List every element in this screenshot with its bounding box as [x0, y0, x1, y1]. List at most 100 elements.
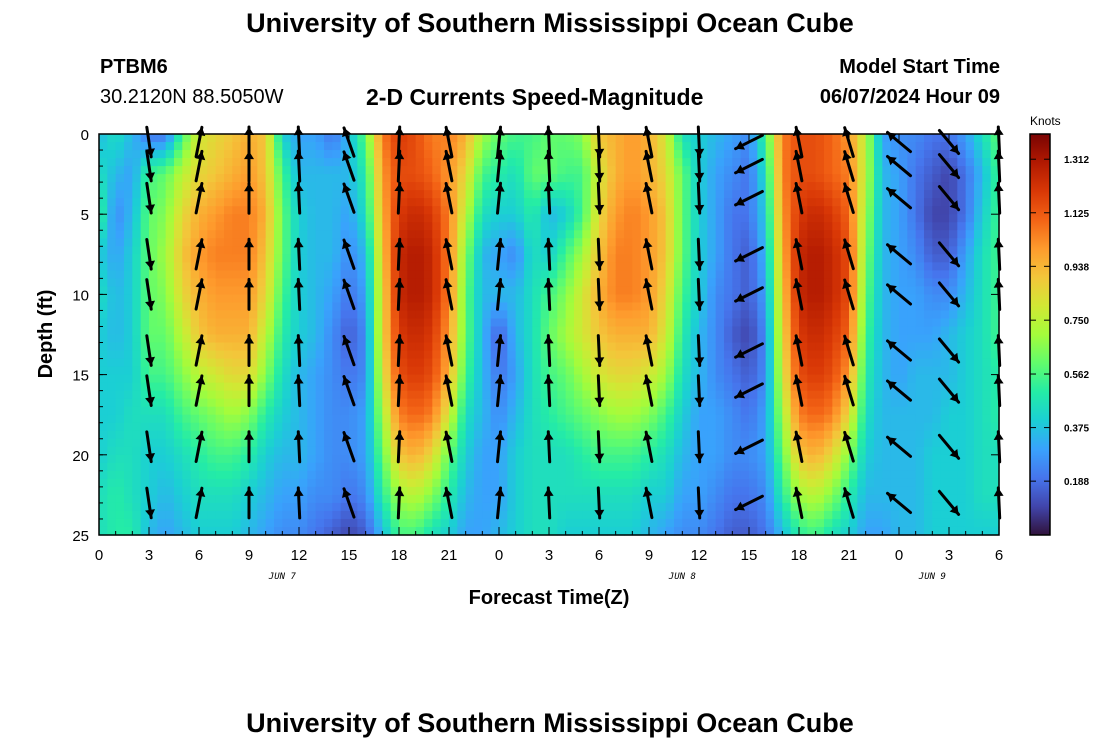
heatmap-cell [857, 414, 867, 424]
heatmap-cell [490, 502, 500, 512]
heatmap-cell [565, 262, 575, 271]
heatmap-cell [590, 214, 600, 223]
heatmap-cell [582, 398, 592, 408]
heatmap-cell [249, 294, 258, 304]
heatmap-cell [824, 174, 833, 183]
heatmap-cell [740, 334, 750, 344]
heatmap-cell [849, 470, 858, 480]
heatmap-cell [474, 206, 483, 215]
heatmap-cell [757, 254, 767, 263]
heatmap-cell [665, 334, 675, 344]
heatmap-cell [665, 238, 675, 247]
heatmap-cell [565, 470, 575, 480]
heatmap-cell [507, 398, 517, 408]
heatmap-cell [915, 518, 925, 528]
heatmap-cell [207, 190, 217, 199]
heatmap-cell [140, 414, 150, 424]
heatmap-cell [265, 270, 275, 279]
heatmap-cell [215, 150, 225, 159]
heatmap-cell [532, 438, 542, 448]
heatmap-cell [157, 158, 167, 167]
heatmap-cell [707, 374, 717, 384]
heatmap-cell [874, 302, 883, 312]
heatmap-cell [840, 246, 850, 255]
heatmap-cell [140, 454, 150, 464]
heatmap-cell [615, 198, 625, 207]
heatmap-cell [307, 230, 317, 239]
heatmap-cell [524, 446, 533, 456]
heatmap-cell [124, 430, 133, 440]
heatmap-cell [899, 382, 908, 392]
heatmap-cell [682, 382, 692, 392]
heatmap-cell [890, 398, 900, 408]
heatmap-cell [590, 526, 600, 536]
heatmap-cell [490, 214, 500, 223]
heatmap-cell [674, 406, 683, 416]
heatmap-cell [674, 414, 683, 424]
heatmap-cell [865, 518, 875, 528]
heatmap-cell [899, 510, 908, 520]
heatmap-cell [124, 374, 133, 384]
heatmap-cell [874, 326, 883, 336]
heatmap-cell [465, 518, 475, 528]
heatmap-cell [640, 310, 650, 320]
heatmap-cell [874, 294, 883, 304]
heatmap-cell [832, 238, 842, 247]
heatmap-cell [99, 430, 108, 440]
heatmap-cell [257, 174, 267, 183]
heatmap-cell [690, 318, 700, 328]
heatmap-cell [465, 262, 475, 271]
heatmap-cell [674, 190, 683, 199]
heatmap-cell [665, 326, 675, 336]
heatmap-cell [374, 294, 383, 304]
heatmap-cell [190, 158, 200, 167]
heatmap-cell [924, 454, 933, 464]
heatmap-cell [582, 350, 592, 360]
heatmap-cell [682, 398, 692, 408]
heatmap-cell [382, 166, 392, 175]
heatmap-cell [482, 446, 492, 456]
heatmap-cell [274, 206, 283, 215]
heatmap-cell [149, 294, 158, 304]
heatmap-cell [115, 246, 125, 255]
heatmap-cell [357, 398, 367, 408]
heatmap-cell [865, 198, 875, 207]
heatmap-cell [915, 358, 925, 368]
heatmap-cell [99, 294, 108, 304]
heatmap-cell [865, 134, 875, 143]
heatmap-cell [465, 382, 475, 392]
heatmap-cell [207, 518, 217, 528]
heatmap-cell [482, 382, 492, 392]
heatmap-cell [382, 382, 392, 392]
heatmap-cell [282, 190, 292, 199]
heatmap-cell [407, 414, 417, 424]
heatmap-cell [265, 262, 275, 271]
heatmap-cell [774, 318, 783, 328]
heatmap-cell [565, 382, 575, 392]
heatmap-cell [732, 342, 742, 352]
heatmap-cell [390, 486, 400, 496]
heatmap-cell [882, 150, 892, 159]
heatmap-cell [274, 198, 283, 207]
heatmap-cell [632, 158, 642, 167]
heatmap-cell [115, 326, 125, 336]
heatmap-cell [882, 342, 892, 352]
heatmap-cell [532, 334, 542, 344]
heatmap-cell [157, 342, 167, 352]
heatmap-cell [699, 494, 708, 504]
heatmap-cell [357, 190, 367, 199]
heatmap-cell [415, 358, 425, 368]
heatmap-cell [699, 166, 708, 175]
heatmap-cell [582, 430, 592, 440]
heatmap-cell [99, 158, 108, 167]
heatmap-cell [190, 438, 200, 448]
heatmap-cell [374, 502, 383, 512]
heatmap-cell [915, 454, 925, 464]
heatmap-cell [474, 262, 483, 271]
heatmap-cell [832, 270, 842, 279]
heatmap-cell [415, 302, 425, 312]
heatmap-cell [332, 486, 342, 496]
heatmap-cell [182, 478, 192, 488]
heatmap-cell [640, 454, 650, 464]
heatmap-cell [165, 222, 175, 231]
